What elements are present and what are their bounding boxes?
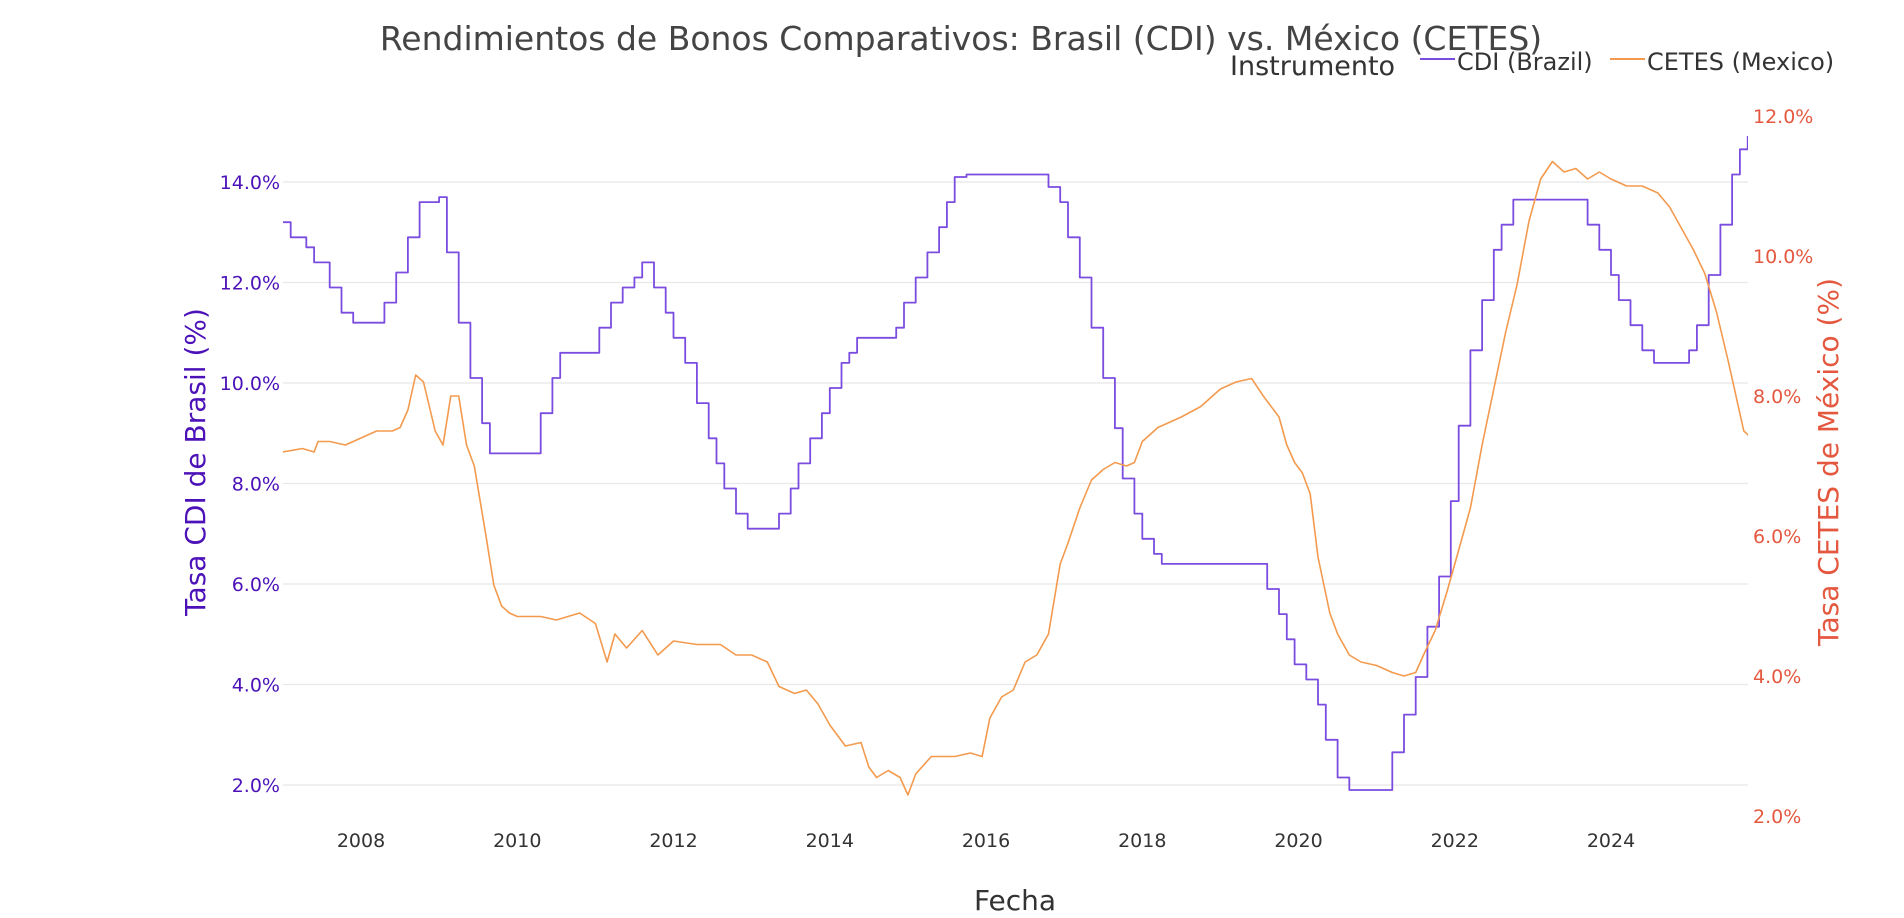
y-left-tick-label: 12.0% [220, 273, 280, 295]
y-right-tick-label: 12.0% [1753, 106, 1813, 128]
y-left-tick-label: 14.0% [220, 172, 280, 194]
y-right-axis-title: Tasa CETES de México (%) [1812, 278, 1845, 647]
x-tick-label: 2012 [649, 830, 697, 852]
x-tick-label: 2016 [962, 830, 1010, 852]
legend: Instrumento CDI (Brazil) CETES (Mexico) [1230, 48, 1834, 82]
x-tick-label: 2020 [1274, 830, 1322, 852]
legend-title: Instrumento [1230, 51, 1395, 82]
y-right-tick-label: 2.0% [1753, 806, 1801, 828]
y-right-tick-label: 4.0% [1753, 666, 1801, 688]
x-axis-ticks: 2008 2010 2012 2014 2016 2018 2020 2022 2024 [337, 830, 1635, 852]
y-right-tick-label: 8.0% [1753, 386, 1801, 408]
y-right-axis-ticks: 2.0% 4.0% 6.0% 8.0% 10.0% 12.0% [1753, 106, 1813, 828]
x-tick-label: 2024 [1587, 830, 1635, 852]
legend-label-cdi: CDI (Brazil) [1457, 48, 1593, 76]
x-axis-title: Fecha [974, 884, 1056, 917]
y-left-tick-label: 8.0% [232, 474, 280, 496]
y-right-tick-label: 6.0% [1753, 526, 1801, 548]
y-right-tick-label: 10.0% [1753, 246, 1813, 268]
y-left-tick-label: 4.0% [232, 675, 280, 697]
x-tick-label: 2018 [1118, 830, 1166, 852]
series-line-cdi [283, 135, 1748, 791]
y-left-axis-title: Tasa CDI de Brasil (%) [179, 308, 212, 617]
y-left-tick-label: 6.0% [232, 574, 280, 596]
chart-title: Rendimientos de Bonos Comparativos: Bras… [380, 19, 1542, 58]
x-tick-label: 2010 [493, 830, 541, 852]
x-tick-label: 2022 [1431, 830, 1479, 852]
y-left-tick-label: 2.0% [232, 775, 280, 797]
legend-label-cetes: CETES (Mexico) [1647, 48, 1834, 76]
y-left-tick-label: 10.0% [220, 373, 280, 395]
y-left-axis-ticks: 2.0% 4.0% 6.0% 8.0% 10.0% 12.0% 14.0% [220, 172, 280, 797]
x-tick-label: 2014 [806, 830, 854, 852]
series-layer [283, 135, 1748, 796]
grid-layer [283, 181, 1748, 786]
x-tick-label: 2008 [337, 830, 385, 852]
series-line-cetes [283, 160, 1748, 796]
